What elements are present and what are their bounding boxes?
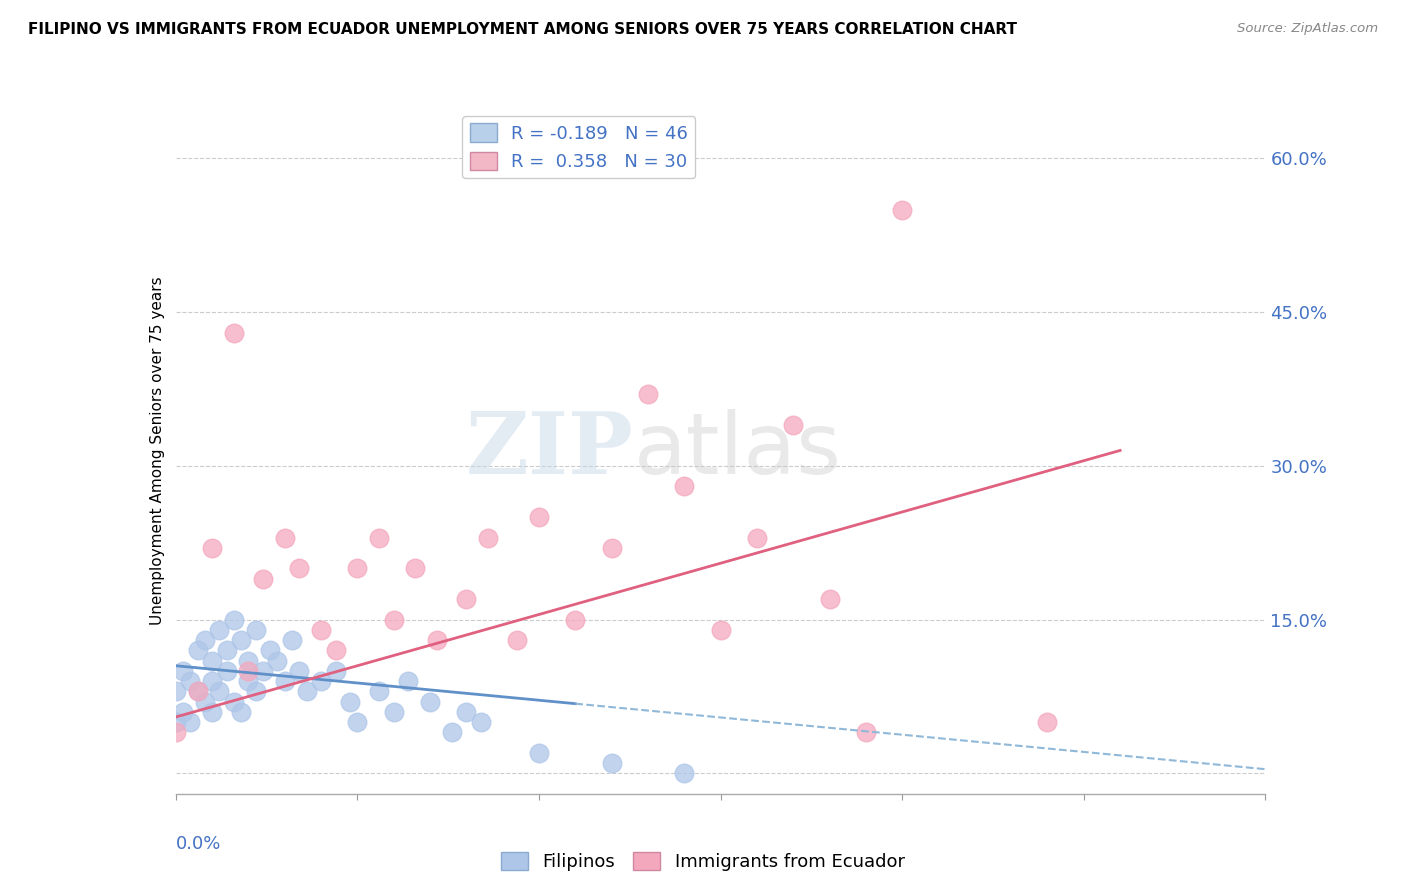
Point — [186, 643, 209, 657]
Point — [346, 561, 368, 575]
Point — [456, 592, 478, 607]
Point — [215, 664, 238, 678]
Point — [818, 592, 841, 607]
Text: atlas: atlas — [633, 409, 841, 492]
Point — [673, 766, 696, 780]
Point — [222, 613, 245, 627]
Point — [165, 684, 187, 698]
Point — [172, 664, 194, 678]
Point — [600, 756, 623, 771]
Text: 0.0%: 0.0% — [176, 835, 221, 853]
Point — [288, 561, 311, 575]
Point — [179, 674, 201, 689]
Point — [673, 479, 696, 493]
Point — [477, 531, 499, 545]
Point — [295, 684, 318, 698]
Point — [368, 684, 391, 698]
Point — [855, 725, 877, 739]
Point — [382, 705, 405, 719]
Point — [194, 633, 217, 648]
Point — [208, 684, 231, 698]
Point — [231, 633, 253, 648]
Y-axis label: Unemployment Among Seniors over 75 years: Unemployment Among Seniors over 75 years — [149, 277, 165, 624]
Point — [440, 725, 463, 739]
Point — [346, 715, 368, 730]
Point — [194, 695, 217, 709]
Point — [309, 674, 332, 689]
Point — [1036, 715, 1059, 730]
Text: ZIP: ZIP — [465, 409, 633, 492]
Point — [245, 623, 267, 637]
Point — [238, 664, 260, 678]
Point — [382, 613, 405, 627]
Legend: Filipinos, Immigrants from Ecuador: Filipinos, Immigrants from Ecuador — [494, 845, 912, 879]
Point — [252, 664, 274, 678]
Point — [325, 664, 347, 678]
Point — [208, 623, 231, 637]
Point — [266, 654, 288, 668]
Point — [339, 695, 361, 709]
Point — [186, 684, 209, 698]
Point — [419, 695, 441, 709]
Point — [710, 623, 733, 637]
Point — [405, 561, 427, 575]
Point — [201, 705, 224, 719]
Point — [470, 715, 492, 730]
Point — [172, 705, 194, 719]
Point — [456, 705, 478, 719]
Point — [506, 633, 529, 648]
Point — [368, 531, 391, 545]
Text: Source: ZipAtlas.com: Source: ZipAtlas.com — [1237, 22, 1378, 36]
Point — [309, 623, 332, 637]
Point — [274, 531, 297, 545]
Point — [215, 643, 238, 657]
Point — [274, 674, 297, 689]
Point — [288, 664, 311, 678]
Point — [637, 387, 659, 401]
Point — [259, 643, 281, 657]
Point — [165, 715, 187, 730]
Point — [527, 746, 550, 760]
Point — [252, 572, 274, 586]
Point — [245, 684, 267, 698]
Text: FILIPINO VS IMMIGRANTS FROM ECUADOR UNEMPLOYMENT AMONG SENIORS OVER 75 YEARS COR: FILIPINO VS IMMIGRANTS FROM ECUADOR UNEM… — [28, 22, 1017, 37]
Point — [201, 541, 224, 555]
Point — [179, 715, 201, 730]
Point — [231, 705, 253, 719]
Point — [782, 417, 804, 432]
Point — [396, 674, 419, 689]
Point — [600, 541, 623, 555]
Point — [238, 654, 260, 668]
Point — [325, 643, 347, 657]
Legend: R = -0.189   N = 46, R =  0.358   N = 30: R = -0.189 N = 46, R = 0.358 N = 30 — [463, 116, 696, 178]
Point — [201, 674, 224, 689]
Point — [238, 674, 260, 689]
Point — [201, 654, 224, 668]
Point — [527, 510, 550, 524]
Point — [281, 633, 304, 648]
Point — [745, 531, 768, 545]
Point — [165, 725, 187, 739]
Point — [564, 613, 586, 627]
Point — [186, 684, 209, 698]
Point — [891, 202, 914, 217]
Point — [426, 633, 449, 648]
Point — [222, 326, 245, 340]
Point — [222, 695, 245, 709]
